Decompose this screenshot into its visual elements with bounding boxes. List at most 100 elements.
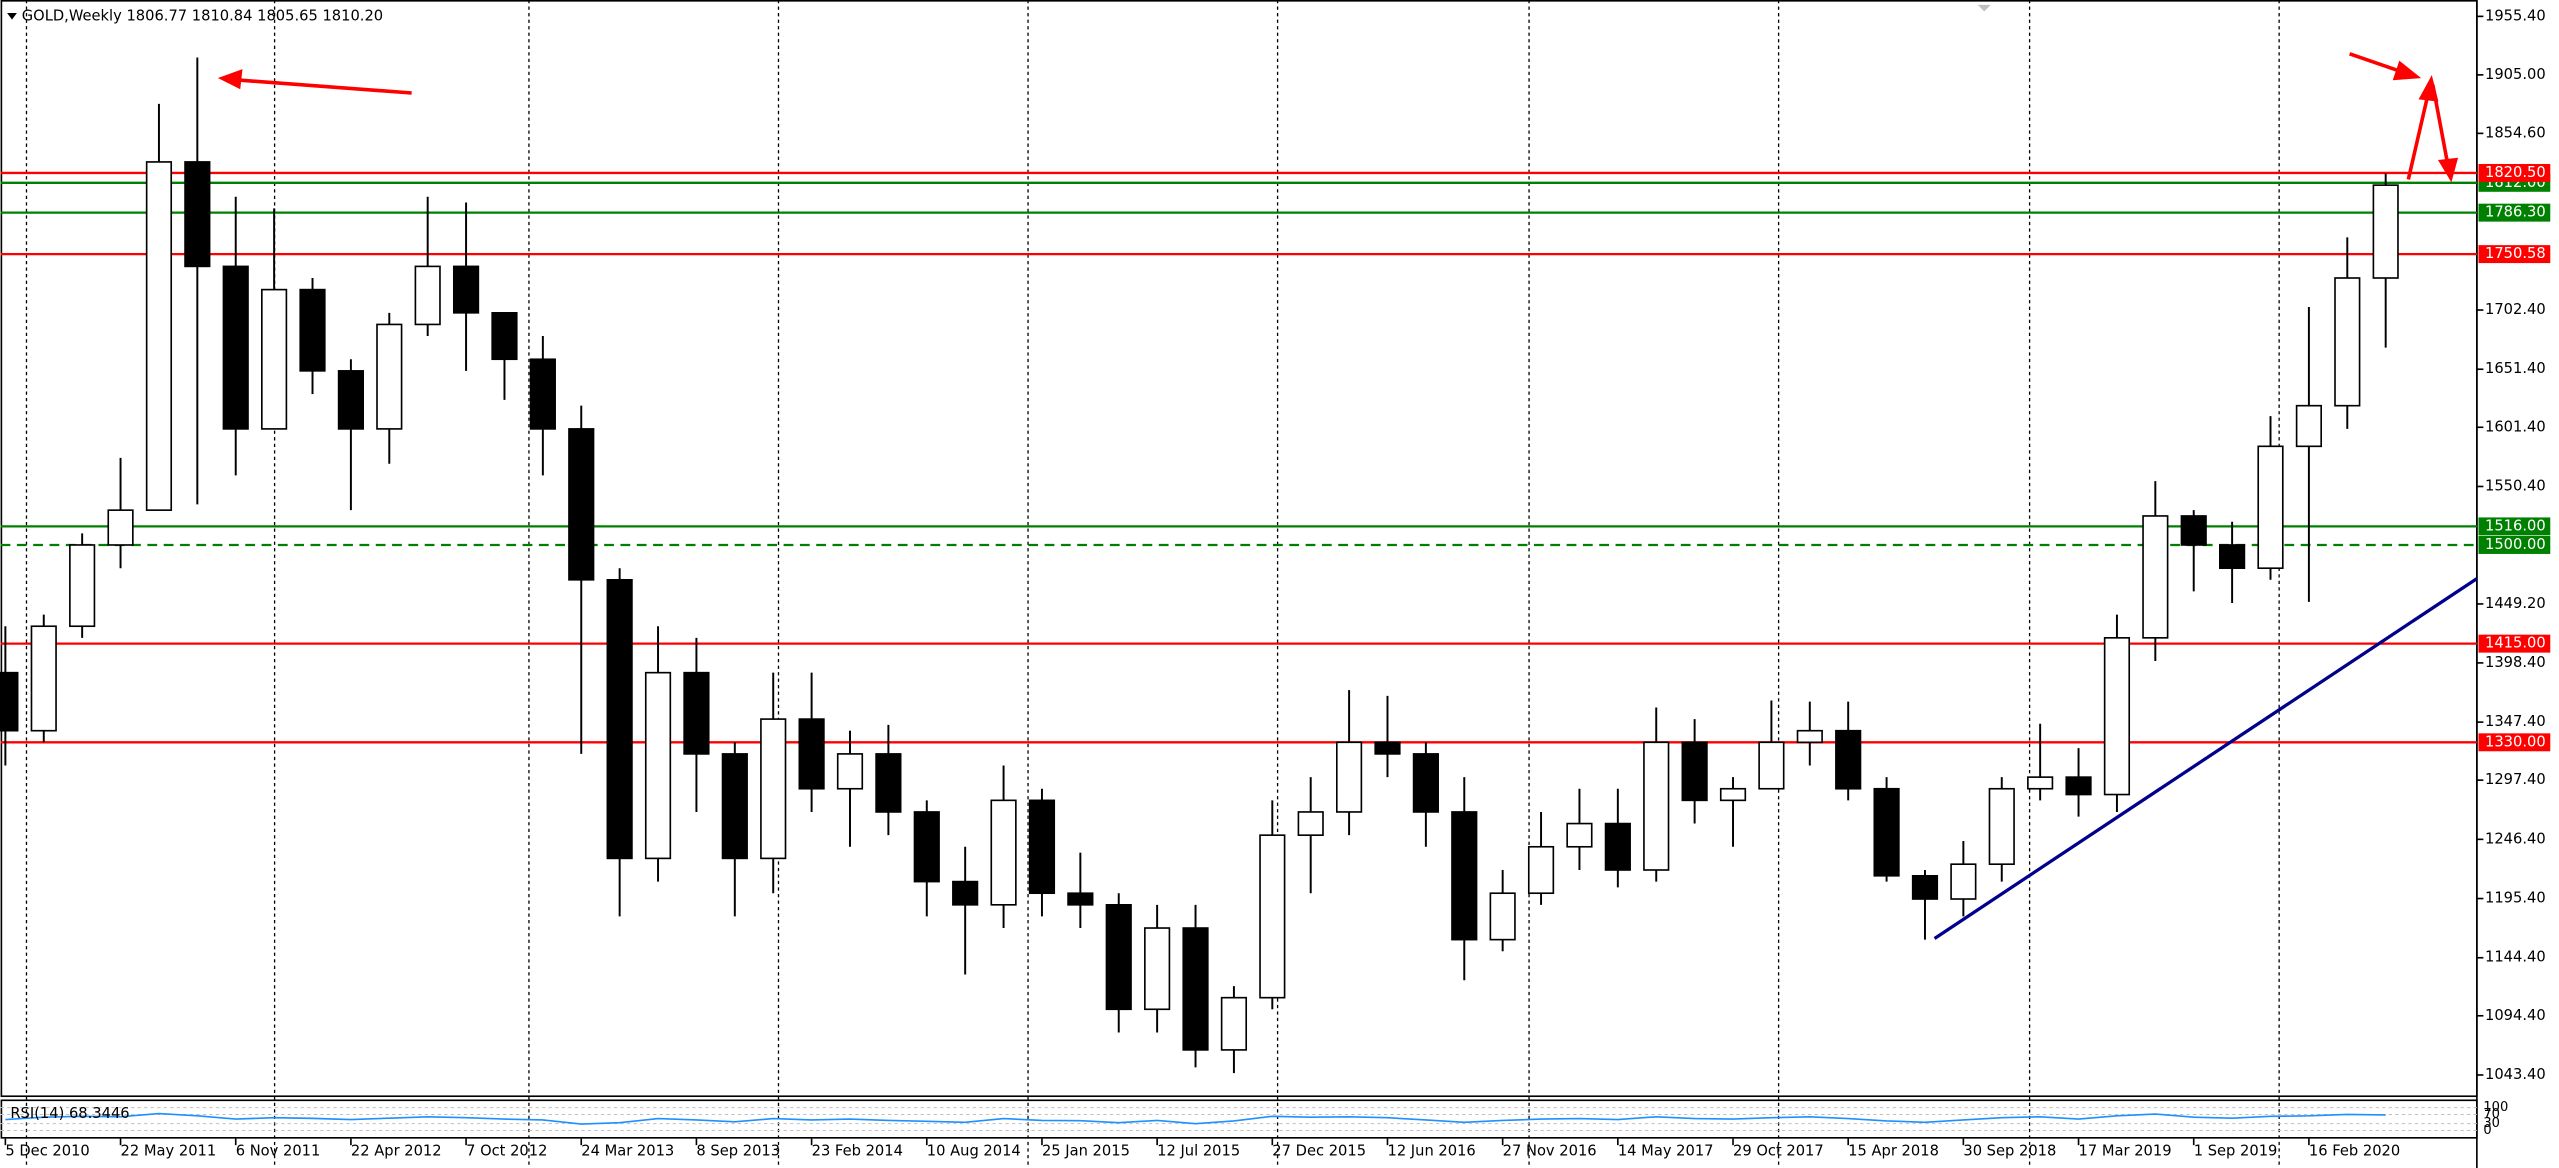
x-tick-label: 7 Oct 2012: [466, 1143, 547, 1160]
y-tick-label: 1043.40: [2485, 1066, 2546, 1083]
candle-body: [414, 265, 441, 326]
rsi-tick-label: 30: [2483, 1116, 2500, 1131]
candle-body: [875, 753, 902, 813]
candle-body: [1719, 787, 1747, 802]
x-tick-label: 27 Nov 2016: [1503, 1143, 1597, 1160]
candle-body: [1835, 729, 1862, 790]
candle-body: [491, 312, 518, 361]
y-tick-label: 1955.40: [2485, 7, 2546, 24]
price-tag-label: 1516.00: [2485, 517, 2546, 534]
price-tag: [2478, 203, 2551, 222]
price-tag-label: 1786.30: [2485, 204, 2546, 221]
candle-body: [1911, 874, 1939, 900]
annotation-arrows: [217, 52, 2459, 183]
grid-layer: [25, 0, 2280, 1168]
y-tick-label: 1905.00: [2485, 66, 2546, 83]
candle-body: [913, 811, 940, 883]
x-tick-label: 27 Dec 2015: [1272, 1143, 1366, 1160]
candle-body: [107, 509, 134, 546]
candle-body: [568, 428, 595, 581]
candle-body: [2219, 544, 2246, 570]
candle-body: [1412, 753, 1439, 813]
y-tick-label: 1854.60: [2485, 124, 2546, 141]
candle-body: [760, 718, 787, 860]
candle-body: [2372, 184, 2399, 279]
x-tick-label: 22 May 2011: [121, 1143, 217, 1160]
x-tick-label: 10 Aug 2014: [927, 1143, 1021, 1160]
candle-body: [683, 671, 710, 755]
x-tick-label: 25 Jan 2015: [1042, 1143, 1130, 1160]
scroll-marker: [1977, 4, 1991, 12]
x-tick-label: 6 Nov 2011: [236, 1143, 321, 1160]
arrow: [2406, 94, 2430, 180]
candle-body: [299, 288, 326, 372]
y-tick-label: 1144.40: [2485, 949, 2546, 966]
price-tag: [2478, 517, 2551, 536]
price-tag-label: 1415.00: [2485, 635, 2546, 652]
candle-body: [644, 671, 672, 860]
candle-body: [1988, 787, 2015, 866]
rsi-tick-label: 0: [2483, 1123, 2491, 1138]
x-tick-label: 12 Jul 2015: [1157, 1143, 1240, 1160]
trend-line: [1933, 577, 2478, 940]
candle-body: [1527, 845, 1555, 895]
candle-body: [1489, 892, 1516, 941]
x-tick-label: 5 Dec 2010: [5, 1143, 89, 1160]
y-tick-label: 1347.40: [2485, 713, 2546, 730]
price-tag: [2478, 163, 2551, 182]
rsi-line: [5, 1112, 2386, 1125]
levels-layer: [0, 171, 2477, 744]
y-tick-label: 1550.40: [2485, 477, 2546, 494]
candle-body: [2103, 637, 2131, 796]
candle-body: [184, 161, 211, 268]
candle-body: [2142, 515, 2169, 639]
candle-body: [261, 288, 288, 430]
candle-body: [2027, 776, 2054, 790]
x-tick-label: 12 Jun 2016: [1387, 1143, 1475, 1160]
candle-body: [529, 358, 556, 430]
candle-body: [798, 718, 825, 790]
x-tick-label: 29 Oct 2017: [1733, 1143, 1824, 1160]
candle-body: [1451, 811, 1478, 941]
arrow-head: [217, 69, 243, 90]
candle-body: [952, 880, 979, 906]
candle-body: [452, 265, 480, 314]
candle-body: [1950, 863, 1977, 900]
candle-body: [1297, 811, 1324, 836]
x-tick-label: 14 May 2017: [1618, 1143, 1714, 1160]
axes-layer: 1955.40 1905.00 1854.60 1702.40 1651.40 1601.…: [4, 7, 2551, 1160]
y-tick-label: 1297.40: [2485, 771, 2546, 788]
candle-body: [2295, 404, 2322, 448]
candle-body: [69, 544, 96, 628]
candle-body: [2180, 515, 2207, 546]
x-tick-label: 22 Apr 2012: [351, 1143, 442, 1160]
candle-body: [30, 625, 57, 732]
rsi-tick-label: 70: [2483, 1107, 2500, 1122]
candle-body: [0, 671, 19, 732]
x-tick-label: 15 Apr 2018: [1848, 1143, 1939, 1160]
candle-body: [1067, 892, 1094, 906]
candle-body: [721, 753, 748, 860]
candle-body: [1796, 729, 1823, 744]
candle-body: [145, 161, 173, 511]
y-tick-label: 1094.40: [2485, 1007, 2546, 1024]
y-tick-label: 1398.40: [2485, 654, 2546, 671]
x-tick-label: 16 Feb 2020: [2309, 1143, 2400, 1160]
candle-body: [222, 265, 249, 430]
rsi-label: RSI(14) 68.3446: [10, 1105, 129, 1122]
price-tag: [2478, 733, 2551, 752]
x-tick-label: 8 Sep 2013: [696, 1143, 780, 1160]
price-tag-label: 1750.58: [2485, 245, 2546, 262]
candle-body: [376, 323, 403, 430]
price-tag: [2478, 245, 2551, 264]
candle-body: [1105, 903, 1132, 1011]
candle-body: [606, 578, 633, 860]
candle-body: [1604, 822, 1631, 871]
candle-body: [1220, 996, 1248, 1051]
arrow: [236, 78, 412, 95]
candle-body: [2257, 445, 2284, 570]
arrow: [2349, 52, 2403, 74]
price-tag-label: 1820.50: [2485, 164, 2546, 181]
